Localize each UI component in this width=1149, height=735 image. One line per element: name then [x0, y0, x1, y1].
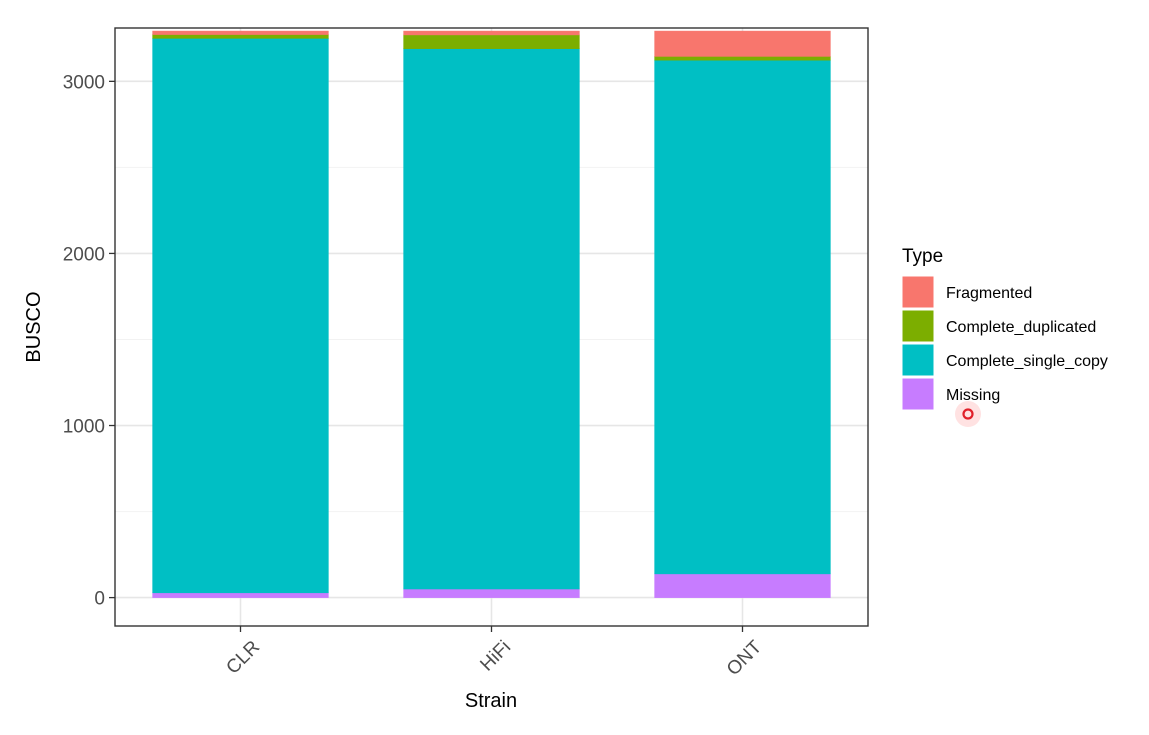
bar-hifi-fragmented — [403, 30, 580, 36]
x-tick-label-clr: CLR — [222, 637, 264, 679]
legend-label-complete-single-copy: Complete_single_copy — [946, 353, 1108, 370]
bar-hifi-complete-duplicated — [403, 34, 580, 49]
y-tick-label: 0 — [94, 589, 105, 610]
y-tick-label: 2000 — [63, 244, 105, 265]
bar-clr-complete-duplicated — [152, 34, 329, 39]
bar-hifi-complete-single-copy — [403, 48, 580, 590]
y-tick-label: 3000 — [63, 72, 105, 93]
bar-ont-missing — [654, 573, 831, 598]
bar-ont-complete-duplicated — [654, 56, 831, 61]
bar-clr-fragmented — [152, 30, 329, 35]
bar-clr-missing — [152, 592, 329, 598]
legend-swatch-complete-single-copy — [901, 343, 935, 377]
legend-label-fragmented: Fragmented — [946, 285, 1032, 302]
x-tick-label-hifi: HiFi — [476, 637, 515, 676]
bar-ont-fragmented — [654, 30, 831, 57]
bar-ont-complete-single-copy — [654, 59, 831, 575]
legend-swatch-missing — [901, 377, 935, 411]
x-axis-title: Strain — [465, 690, 517, 712]
y-axis: 0 1000 2000 3000 — [63, 72, 115, 610]
y-axis-title: BUSCO — [23, 291, 45, 362]
legend: Type Fragmented Complete_duplicated Comple… — [901, 246, 1108, 411]
legend-label-complete-duplicated: Complete_duplicated — [946, 319, 1096, 336]
legend-title: Type — [902, 246, 943, 267]
x-tick-label-ont: ONT — [723, 636, 766, 679]
legend-swatch-complete-duplicated — [901, 309, 935, 343]
bar-hifi-missing — [403, 588, 580, 598]
bar-clr-complete-single-copy — [152, 38, 329, 594]
legend-swatch-fragmented — [901, 275, 935, 309]
bars — [152, 30, 831, 598]
legend-label-missing: Missing — [946, 387, 1000, 404]
y-tick-label: 1000 — [63, 417, 105, 438]
x-axis: CLR HiFi ONT — [222, 626, 766, 680]
cursor-click-indicator-icon — [955, 401, 981, 427]
